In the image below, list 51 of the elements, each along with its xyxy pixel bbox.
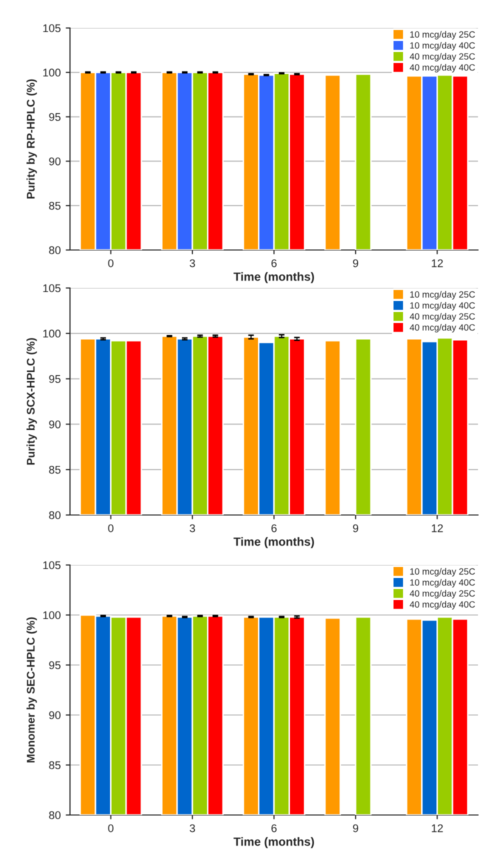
legend-label: 40 mcg/day 40C [410,64,475,72]
y-tick-label: 80 [49,511,61,520]
y-tick-label: 95 [49,375,61,383]
x-axis-title: Time (months) [234,837,314,848]
x-tick-label: 12 [432,824,443,832]
x-tick-label: 9 [353,824,358,832]
x-tick-label: 9 [353,524,358,532]
y-tick-label: 100 [43,611,61,620]
y-tick-label: 105 [43,284,61,292]
legend-label: 40 mcg/day 25C [410,313,475,322]
y-axis-title: Purity by RP-HPLC (%) [26,79,37,198]
y-axis-title: Purity by SCX-HPLC (%) [26,338,37,465]
y-tick-label: 105 [43,24,61,32]
x-tick-label: 0 [108,824,114,832]
y-tick-label: 95 [49,113,61,121]
x-tick-label: 6 [271,259,277,268]
y-tick-label: 95 [49,661,61,670]
legend-label: 40 mcg/day 25C [410,590,475,598]
x-tick-label: 12 [432,524,443,532]
x-tick-label: 0 [108,259,114,268]
x-tick-label: 3 [190,259,195,268]
x-tick-label: 9 [353,259,358,268]
legend-label: 40 mcg/day 25C [410,53,475,62]
legend-label: 10 mcg/day 25C [410,31,475,40]
x-tick-label: 0 [108,524,114,532]
x-axis-title: Time (months) [234,272,314,284]
x-axis-title: Time (months) [234,537,314,548]
legend-label: 40 mcg/day 40C [410,601,475,610]
x-tick-label: 6 [271,524,277,532]
y-axis-title: Monomer by SEC-HPLC (%) [26,617,37,762]
legend-label: 40 mcg/day 40C [410,324,475,332]
y-tick-label: 90 [49,157,61,166]
y-tick-label: 85 [49,466,61,474]
legend-label: 10 mcg/day 25C [410,291,475,300]
y-tick-label: 105 [43,561,61,570]
y-tick-label: 80 [49,811,61,820]
x-tick-label: 6 [271,824,277,832]
y-tick-label: 85 [49,761,61,770]
legend-label: 10 mcg/day 40C [410,302,475,310]
x-tick-label: 12 [432,259,443,268]
legend-label: 10 mcg/day 40C [410,579,475,588]
legend-label: 10 mcg/day 25C [410,568,475,576]
legend-label: 10 mcg/day 40C [410,42,475,50]
y-tick-label: 90 [49,711,61,720]
x-tick-label: 3 [190,824,195,832]
y-tick-label: 100 [43,68,61,77]
y-tick-label: 100 [43,330,61,338]
y-tick-label: 90 [49,420,61,428]
y-tick-label: 85 [49,202,61,210]
x-tick-label: 3 [190,524,195,532]
y-tick-label: 80 [49,246,61,254]
